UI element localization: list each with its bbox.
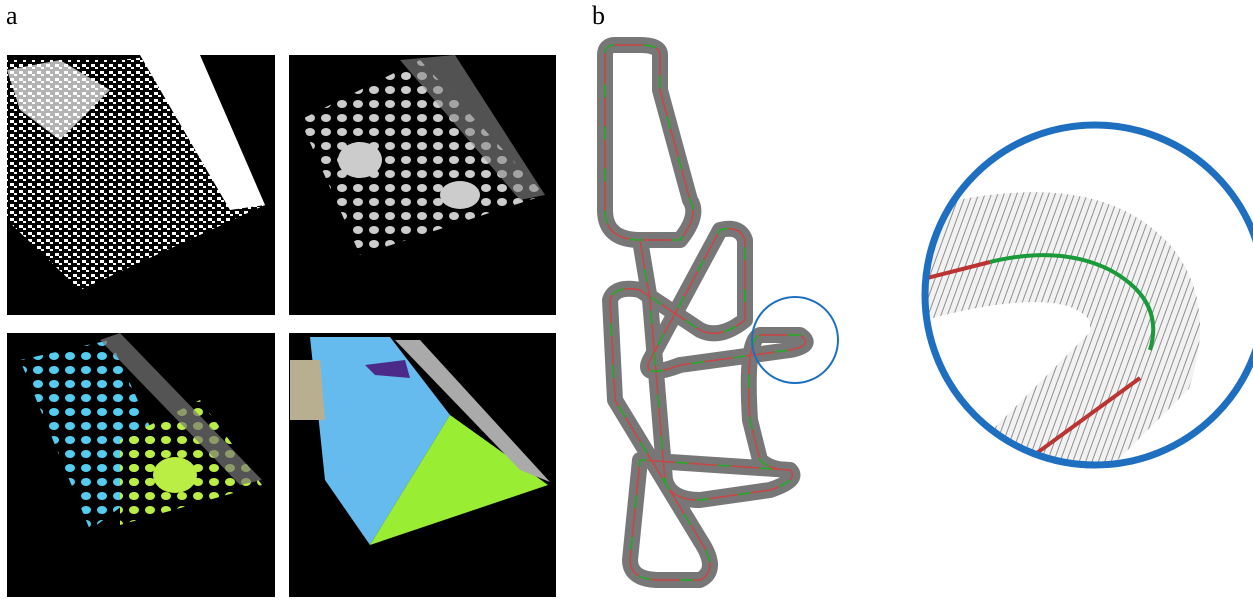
zoom-detail [900,120,1253,470]
image-clusters [7,333,275,597]
image-point-cloud [7,55,275,315]
image-filtered [289,55,556,315]
track-model [605,45,838,580]
page: a b [0,0,1253,598]
panel-label: a [6,1,18,30]
panel-label: b [592,1,605,30]
image-segments [289,333,556,597]
figure: a b [0,0,1253,598]
